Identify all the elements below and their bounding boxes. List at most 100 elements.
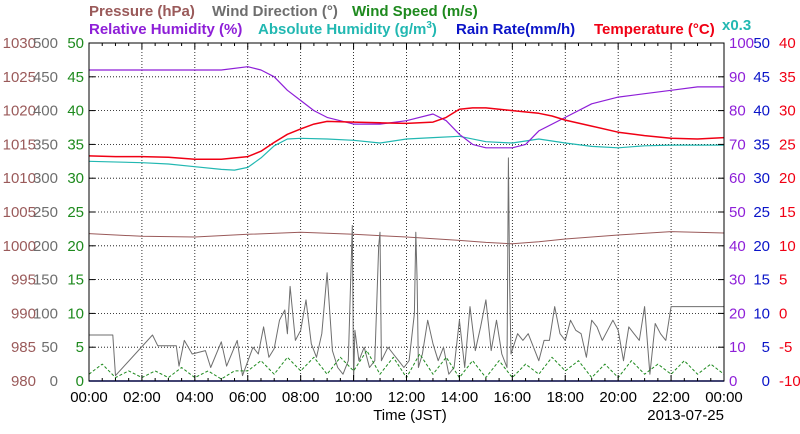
temperature-tick-label: -5 bbox=[779, 339, 792, 356]
temperature-tick-label: 15 bbox=[779, 204, 796, 221]
rain-rate-tick-label: 5 bbox=[762, 339, 770, 356]
rain-rate-tick-label: 15 bbox=[753, 272, 770, 289]
relative-humidity-tick-label: 70 bbox=[729, 136, 746, 153]
wind-speed-tick-label: 5 bbox=[76, 339, 84, 356]
rain-rate-tick-label: 50 bbox=[753, 35, 770, 52]
legend-temperature: Temperature (°C) bbox=[594, 21, 715, 38]
legend-rain-rate: Rain Rate(mm/h) bbox=[456, 21, 575, 38]
wind-speed-tick-label: 30 bbox=[67, 170, 84, 187]
wind-direction-series-line bbox=[89, 157, 724, 382]
relative-humidity-tick-label: 40 bbox=[729, 238, 746, 255]
temperature-tick-label: 35 bbox=[779, 69, 796, 86]
pressure-series-line bbox=[88, 231, 725, 245]
relative-humidity-tick-label: 80 bbox=[729, 103, 746, 120]
wind-speed-tick-label: 10 bbox=[67, 305, 84, 322]
temperature-tick-label: 25 bbox=[779, 136, 796, 153]
x-tick-label: 08:00 bbox=[282, 389, 320, 406]
x-tick-label: 02:00 bbox=[123, 389, 161, 406]
pressure-tick-label: 1000 bbox=[3, 238, 36, 255]
wind-speed-tick-label: 15 bbox=[67, 272, 84, 289]
wind-direction-tick-label: 250 bbox=[33, 204, 58, 221]
wind-direction-tick-label: 0 bbox=[50, 373, 58, 390]
relative-humidity-series-line bbox=[89, 66, 724, 149]
wind-direction-tick-label: 50 bbox=[41, 339, 58, 356]
legend-absolute-humidity-close: ) bbox=[432, 21, 437, 38]
legend-absolute-humidity-sup: 3 bbox=[426, 20, 432, 31]
legend-wind-speed: Wind Speed (m/s) bbox=[352, 3, 478, 20]
legend-pressure: Pressure (hPa) bbox=[89, 3, 195, 20]
wind-speed-tick-label: 20 bbox=[67, 238, 84, 255]
pressure-tick-label: 990 bbox=[11, 305, 36, 322]
wind-speed-tick-label: 45 bbox=[67, 69, 84, 86]
temperature-series-line bbox=[88, 107, 725, 161]
chart-date: 2013-07-25 bbox=[647, 407, 724, 424]
wind-speed-tick-label: 50 bbox=[67, 35, 84, 52]
axis-labels-layer: 1030102510201015101010051000995990985980… bbox=[3, 35, 800, 390]
legend-relative-humidity: Relative Humidity (%) bbox=[89, 21, 242, 38]
wind-speed-tick-label: 25 bbox=[67, 204, 84, 221]
x-tick-label: 00:00 bbox=[70, 389, 108, 406]
pressure-tick-label: 1015 bbox=[3, 136, 36, 153]
x-tick-layer: 00:00 02:00 04:00 06:00 08:00 10:00 12:00 14:00… bbox=[70, 42, 743, 406]
wind-direction-tick-label: 200 bbox=[33, 238, 58, 255]
legend-absolute-humidity-text: Absolute Humidity (g/m bbox=[258, 21, 426, 38]
pressure-tick-label: 985 bbox=[11, 339, 36, 356]
wind-speed-tick-label: 0 bbox=[76, 373, 84, 390]
pressure-tick-label: 1005 bbox=[3, 204, 36, 221]
pressure-tick-label: 1030 bbox=[3, 35, 36, 52]
temperature-tick-label: 0 bbox=[779, 305, 787, 322]
x-tick-label: 20:00 bbox=[599, 389, 637, 406]
x-tick-label: 04:00 bbox=[176, 389, 214, 406]
wind-speed-tick-label: 35 bbox=[67, 136, 84, 153]
wind-direction-tick-label: 450 bbox=[33, 69, 58, 86]
wind-speed-tick-label: 40 bbox=[67, 103, 84, 120]
pressure-tick-label: 1020 bbox=[3, 103, 36, 120]
x-tick-label: 18:00 bbox=[546, 389, 584, 406]
rain-rate-tick-label: 0 bbox=[762, 373, 770, 390]
temperature-tick-label: 10 bbox=[779, 238, 796, 255]
rain-rate-tick-label: 35 bbox=[753, 136, 770, 153]
x-tick-label: 10:00 bbox=[335, 389, 373, 406]
rain-rate-tick-label: 30 bbox=[753, 170, 770, 187]
rain-rate-tick-label: 25 bbox=[753, 204, 770, 221]
x-tick-label: 14:00 bbox=[441, 389, 479, 406]
temperature-tick-label: 40 bbox=[779, 35, 796, 52]
x-tick-label: 06:00 bbox=[229, 389, 267, 406]
pressure-tick-label: 1010 bbox=[3, 170, 36, 187]
rain-rate-tick-label: 10 bbox=[753, 305, 770, 322]
temperature-tick-label: 30 bbox=[779, 103, 796, 120]
wind-direction-tick-label: 500 bbox=[33, 35, 58, 52]
grid-layer bbox=[89, 43, 724, 381]
wind-direction-tick-label: 350 bbox=[33, 136, 58, 153]
relative-humidity-tick-label: 0 bbox=[729, 373, 737, 390]
x-tick-label: 16:00 bbox=[494, 389, 532, 406]
relative-humidity-tick-label: 50 bbox=[729, 204, 746, 221]
x-axis-label: Time (JST) bbox=[373, 407, 447, 424]
relative-humidity-tick-label: 10 bbox=[729, 339, 746, 356]
rain-rate-tick-label: 20 bbox=[753, 238, 770, 255]
absolute-humidity-series-line bbox=[88, 135, 724, 171]
wind-direction-tick-label: 150 bbox=[33, 272, 58, 289]
x-tick-label: 22:00 bbox=[652, 389, 690, 406]
temperature-tick-label: 5 bbox=[779, 272, 787, 289]
pressure-tick-label: 1025 bbox=[3, 69, 36, 86]
legend-absolute-humidity: Absolute Humidity (g/m3) bbox=[258, 20, 437, 38]
temperature-tick-label: -10 bbox=[779, 373, 800, 390]
relative-humidity-tick-label: 100 bbox=[729, 35, 754, 52]
rain-rate-tick-label: 40 bbox=[753, 103, 770, 120]
x-tick-label: 12:00 bbox=[388, 389, 426, 406]
temperature-tick-label: 20 bbox=[779, 170, 796, 187]
relative-humidity-tick-label: 30 bbox=[729, 272, 746, 289]
legend-wind-direction: Wind Direction (°) bbox=[212, 3, 338, 20]
wind-direction-tick-label: 300 bbox=[33, 170, 58, 187]
pressure-tick-label: 980 bbox=[11, 373, 36, 390]
relative-humidity-tick-label: 20 bbox=[729, 305, 746, 322]
wind-direction-tick-label: 100 bbox=[33, 305, 58, 322]
x-tick-label: 00:00 bbox=[705, 389, 743, 406]
wind-direction-tick-label: 400 bbox=[33, 103, 58, 120]
legend-abs-scale-note: x0.3 bbox=[722, 17, 751, 34]
rain-rate-tick-label: 45 bbox=[753, 69, 770, 86]
relative-humidity-tick-label: 60 bbox=[729, 170, 746, 187]
relative-humidity-tick-label: 90 bbox=[729, 69, 746, 86]
